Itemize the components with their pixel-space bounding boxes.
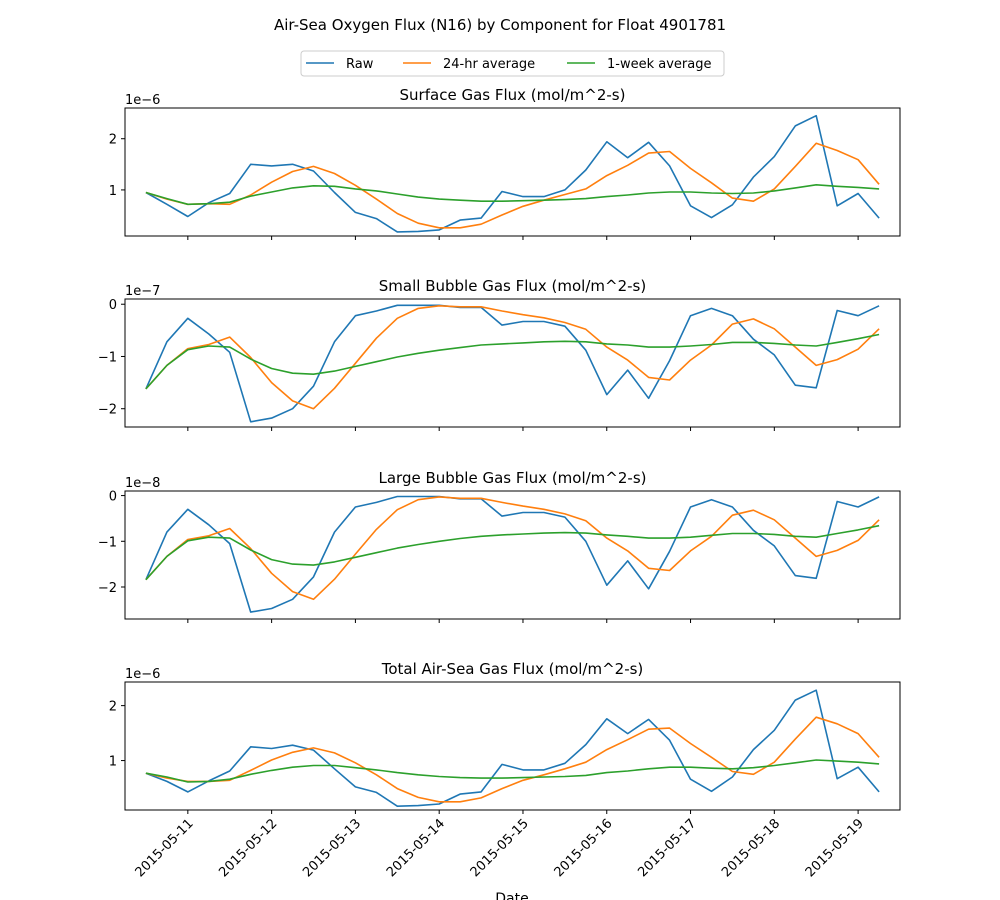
subplot-title: Large Bubble Gas Flux (mol/m^2-s) [379, 469, 647, 487]
axes-frame [124, 681, 901, 811]
y-tick-label: 1 [109, 755, 117, 770]
y-axis-exponent: 1e−8 [125, 476, 160, 491]
subplot-title: Small Bubble Gas Flux (mol/m^2-s) [379, 277, 646, 295]
legend-label: 24-hr average [443, 57, 535, 72]
series-line-24hr-average [145, 496, 880, 601]
series-line-24hr-average [145, 304, 880, 410]
y-tick-label: −2 [98, 581, 117, 596]
y-axis-exponent: 1e−7 [125, 284, 160, 299]
series-line-1week-average [145, 333, 880, 390]
axes-frame [124, 298, 901, 428]
y-axis-exponent: 1e−6 [125, 667, 160, 682]
y-tick-label: 2 [109, 700, 117, 715]
series-line-raw [145, 114, 880, 233]
y-tick-label: −1 [98, 535, 117, 550]
series-line-raw [145, 689, 880, 808]
subplots: Surface Gas Flux (mol/m^2-s) 1e−6 1 2 Small … [98, 86, 901, 814]
series-line-24hr-average [145, 142, 880, 229]
series-line-1week-average [145, 759, 880, 783]
subplot-1: Surface Gas Flux (mol/m^2-s) 1e−6 1 2 [109, 86, 901, 240]
y-axis-exponent: 1e−6 [125, 93, 160, 108]
legend-label: Raw [346, 57, 374, 72]
subplot-title: Surface Gas Flux (mol/m^2-s) [400, 86, 626, 104]
y-tick-label: −2 [98, 403, 117, 418]
subplot-2: Small Bubble Gas Flux (mol/m^2-s) 1e−7 −2 −… [98, 277, 901, 431]
y-tick-label: −1 [98, 350, 117, 365]
y-tick-label: 1 [109, 184, 117, 199]
legend-label: 1-week average [607, 57, 711, 72]
series-line-24hr-average [145, 716, 880, 803]
figure-title: Air-Sea Oxygen Flux (N16) by Component f… [274, 16, 726, 34]
axes-frame [124, 107, 901, 237]
axes-frame [124, 490, 901, 620]
series-line-1week-average [145, 184, 880, 206]
legend: Raw 24-hr average 1-week average [300, 50, 725, 77]
subplot-title: Total Air-Sea Gas Flux (mol/m^2-s) [381, 660, 644, 678]
subplot-3: Large Bubble Gas Flux (mol/m^2-s) 1e−8 −2 −… [98, 469, 901, 623]
series-line-1week-average [145, 524, 880, 581]
legend-frame [300, 50, 725, 77]
y-tick-label: 0 [109, 298, 117, 313]
x-axis-label: Date [495, 891, 528, 900]
subplot-4: Total Air-Sea Gas Flux (mol/m^2-s) 1e−6 1 2 [109, 660, 901, 814]
y-tick-label: 0 [109, 490, 117, 505]
y-tick-label: 2 [109, 133, 117, 148]
